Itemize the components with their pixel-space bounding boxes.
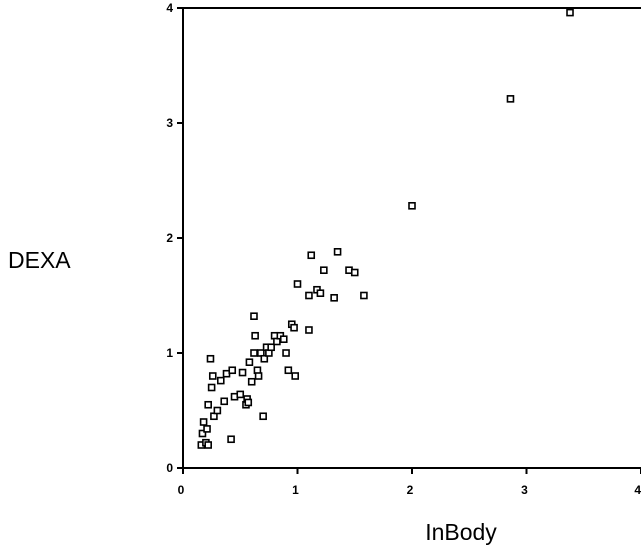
data-point [204,441,212,449]
data-point [228,366,237,375]
data-point [284,366,293,375]
x-axis-title: InBody [425,519,497,545]
x-tick-label: 1 [292,483,299,497]
x-tick-label: 0 [178,483,185,497]
data-point [320,266,328,275]
data-point [279,335,288,344]
data-point [199,418,208,426]
x-tick-label: 3 [521,483,528,497]
data-point [259,412,267,421]
data-point [227,435,235,444]
data-point [250,312,258,321]
data-point [316,289,325,298]
data-point [305,326,313,334]
data-point [208,372,217,380]
data-point [282,349,290,357]
data-point [216,376,225,385]
data-point [408,202,416,210]
data-point [247,377,256,386]
data-point [290,323,298,332]
data-point [204,400,212,409]
data-point [198,429,207,438]
data-point [330,293,338,302]
data-point [251,331,259,340]
data-point [293,280,302,288]
data-point [206,354,215,363]
data-point [350,268,359,277]
y-axis-title: DEXA [8,247,71,273]
data-point [244,398,253,407]
data-point [254,372,263,380]
data-point [333,248,342,256]
data-point [360,291,368,300]
data-points [197,8,574,449]
data-point [566,8,574,17]
data-point [245,358,254,367]
data-point [213,406,222,415]
data-point [236,390,245,399]
data-point [305,291,313,300]
y-tick-label: 4 [166,1,173,15]
data-point [506,95,515,103]
x-tick-label: 4 [634,483,641,497]
data-point [307,251,316,260]
data-point [207,383,216,392]
data-point [267,343,275,352]
data-point [250,349,258,357]
data-point [291,372,300,380]
y-tick-label: 2 [166,231,173,245]
data-point [260,354,269,363]
data-point [238,368,247,377]
data-point [220,397,229,406]
data-point [203,425,211,433]
y-tick-label: 1 [166,346,173,360]
y-tick-label: 3 [166,116,173,130]
x-tick-label: 2 [407,483,414,497]
ticks: 0 1 2 3 4 0 1 2 3 4 [166,1,641,497]
y-tick-label: 0 [166,461,173,475]
